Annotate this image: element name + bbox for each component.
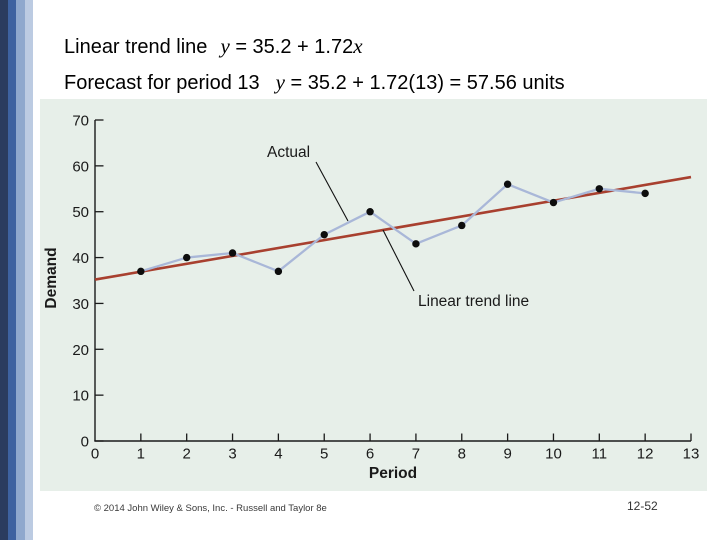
data-point: [595, 185, 604, 193]
x-tick-label: 13: [683, 446, 700, 463]
title2-var-y: y: [275, 70, 285, 94]
x-tick-label: 0: [91, 446, 99, 463]
title-line-1: Linear trend line y = 35.2 + 1.72x: [64, 34, 565, 59]
chart-panel: 0 10 20 30 40 50 60 70 0 1 2 3 4 5 6 7 8 9 10 11 12 13 Actual L…: [40, 99, 707, 491]
footer-copyright: © 2014 John Wiley & Sons, Inc. - Russell…: [94, 503, 327, 514]
data-point: [641, 189, 649, 198]
title1-var-y: y: [220, 34, 230, 58]
x-tick-label: 10: [545, 446, 562, 463]
x-tick-label: 11: [592, 446, 608, 463]
y-tick-label: 40: [72, 250, 89, 267]
data-point: [549, 198, 558, 207]
x-tick-label: 9: [503, 446, 511, 463]
y-axis-title: Demand: [43, 247, 60, 308]
data-point: [137, 267, 145, 276]
left-stripe-dark-navy: [0, 0, 8, 540]
data-point: [503, 180, 512, 188]
data-point: [458, 221, 466, 230]
left-stripe-light-blue: [16, 0, 25, 540]
data-point: [366, 208, 374, 216]
x-tick-label: 6: [366, 446, 374, 463]
x-axis-title: Period: [369, 465, 417, 482]
title2-text: Forecast for period 13: [64, 72, 260, 94]
y-tick-label: 20: [72, 342, 89, 359]
y-tick-label: 60: [72, 158, 89, 175]
x-tick-label: 5: [320, 446, 328, 463]
data-point: [320, 230, 328, 239]
x-tick-label: 4: [274, 446, 282, 463]
left-stripe-pale-blue: [25, 0, 33, 540]
y-tick-label: 70: [72, 113, 89, 130]
slide-title: Linear trend line y = 35.2 + 1.72x Foreca…: [64, 34, 565, 106]
y-tick-label: 30: [72, 296, 89, 313]
data-point: [228, 249, 237, 257]
x-tick-label: 7: [412, 446, 420, 463]
x-tick-label: 2: [183, 446, 191, 463]
data-point: [182, 253, 191, 262]
left-stripe-medium-blue: [8, 0, 16, 540]
data-point: [274, 267, 283, 276]
x-tick-label: 8: [458, 446, 466, 463]
y-tick-label: 0: [81, 434, 89, 451]
annotation-pointer-line: [315, 161, 349, 222]
title2-equation: = 35.2 + 1.72(13) = 57.56 units: [284, 72, 565, 94]
slide-number: 12-52: [627, 499, 658, 513]
annotation-label: Linear trend line: [418, 293, 529, 310]
x-tick-label: 1: [137, 446, 145, 463]
title1-text: Linear trend line: [64, 36, 208, 58]
data-point: [412, 240, 420, 248]
annotation-label: Actual: [267, 144, 310, 161]
annotation-pointer-line: [382, 229, 415, 292]
title1-var-x: x: [353, 34, 363, 58]
y-tick-label: 10: [72, 388, 89, 405]
x-tick-label: 3: [228, 446, 236, 463]
x-tick-label: 12: [637, 446, 654, 463]
title-line-2: Forecast for period 13 y = 35.2 + 1.72(13…: [64, 70, 565, 95]
actual-line: [140, 183, 646, 273]
y-tick-label: 50: [72, 204, 89, 221]
title1-equation: = 35.2 + 1.72: [229, 36, 354, 58]
